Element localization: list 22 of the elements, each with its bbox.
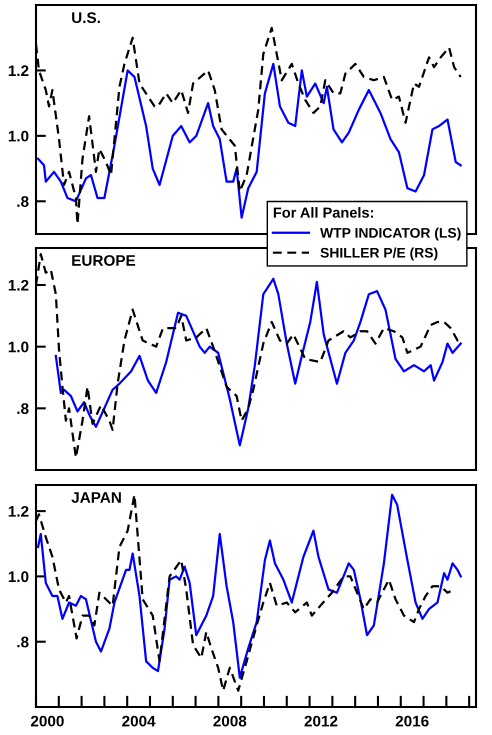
legend-title: For All Panels: — [274, 207, 374, 218]
y-tick-label: .8 — [17, 636, 29, 648]
chart-title: JAPAN — [71, 492, 121, 503]
x-tick-label: 2008 — [213, 716, 246, 727]
y-tick-label: 1.2 — [8, 506, 28, 517]
line-series — [54, 278, 462, 446]
x-tick-label: 2000 — [30, 716, 64, 727]
x-tick-label: 2004 — [122, 716, 156, 727]
line-series — [36, 62, 462, 219]
legend-label: SHILLER P/E (RS) — [320, 247, 438, 260]
y-tick-label: 1.2 — [8, 280, 28, 291]
y-tick-label: 1.0 — [8, 342, 28, 352]
chart-title: EUROPE — [72, 255, 136, 266]
y-tick-label: .8 — [17, 403, 29, 414]
legend-label: WTP INDICATOR (LS) — [320, 228, 461, 241]
y-tick-label: 1.2 — [8, 65, 28, 76]
y-tick-label: 1.0 — [8, 130, 28, 142]
x-tick-label: 2016 — [396, 716, 429, 727]
chart-title: U.S. — [72, 12, 100, 24]
y-tick-label: .8 — [17, 196, 29, 207]
x-tick-label: 2012 — [304, 716, 338, 727]
y-tick-label: 1.0 — [8, 571, 28, 582]
